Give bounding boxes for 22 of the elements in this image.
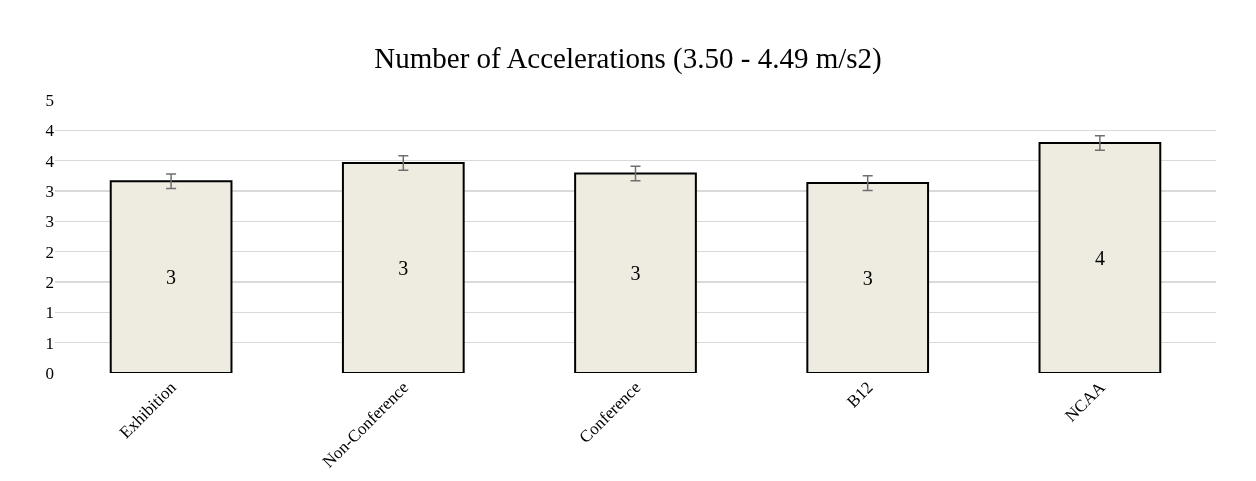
data-label: 4 (1094, 247, 1105, 270)
bar (1038, 142, 1162, 373)
bar (806, 182, 930, 373)
y-tick-label: 2 (45, 242, 54, 262)
bar (574, 172, 697, 373)
y-tick-label: 1 (45, 303, 54, 323)
data-label: 3 (398, 257, 409, 280)
y-tick-label: 5 (45, 90, 54, 110)
y-tick-label: 2 (45, 272, 54, 292)
data-label: 3 (862, 267, 873, 290)
y-tick-label: 4 (45, 121, 55, 141)
data-label: 3 (166, 266, 177, 289)
y-tick-label: 0 (45, 363, 54, 383)
y-tick-label: 4 (45, 151, 55, 171)
chart-title: Number of Accelerations (3.50 - 4.49 m/s2) (374, 42, 882, 76)
x-tick-label: B12 (843, 377, 877, 412)
y-tick-label: 1 (45, 333, 54, 353)
bar (109, 180, 233, 373)
bar (341, 162, 465, 373)
y-tick-label: 3 (45, 181, 54, 201)
data-label: 3 (630, 262, 641, 285)
y-tick-label: 3 (45, 212, 54, 232)
